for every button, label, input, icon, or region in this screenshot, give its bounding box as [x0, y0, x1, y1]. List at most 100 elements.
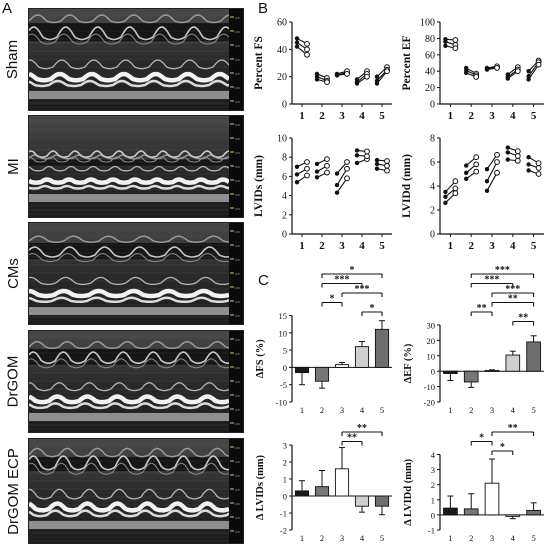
y-axis-label: LVIDs (mm)	[253, 155, 265, 217]
after-point	[324, 156, 330, 163]
before-point	[484, 67, 490, 72]
before-point	[374, 157, 380, 163]
chart-ef-pairs: 0 20 40 60 80 100 Percent EF 1 2 3 4 5	[401, 18, 544, 122]
before-point	[505, 157, 510, 162]
before-point	[526, 162, 531, 167]
y-tick-label: 30	[427, 321, 436, 331]
significance-label: *	[479, 433, 484, 444]
x-tick-label: 1	[300, 405, 304, 415]
echo-image	[28, 330, 244, 433]
x-tick-label: 5	[531, 240, 537, 252]
y-tick-label: -10	[424, 382, 435, 392]
x-tick-label: 5	[531, 405, 535, 415]
after-point	[304, 40, 310, 47]
before-point	[526, 69, 531, 74]
x-tick-label: 2	[319, 240, 325, 252]
x-tick-label: 2	[469, 533, 473, 543]
y-tick-label: 0	[430, 230, 435, 241]
y-tick-label: 0	[283, 492, 287, 502]
echo-label: Sham	[4, 39, 22, 80]
after-point	[384, 167, 390, 174]
after-point	[344, 165, 350, 172]
x-tick-label: 2	[320, 533, 324, 543]
after-point	[494, 169, 500, 176]
bar	[354, 346, 370, 368]
x-tick-label: 1	[299, 240, 305, 252]
significance-label: **	[508, 423, 518, 434]
bar	[526, 509, 541, 516]
bar	[526, 341, 541, 372]
after-point	[384, 158, 390, 164]
after-point	[514, 68, 521, 75]
significance-label: **	[518, 313, 528, 324]
x-tick-label: 2	[468, 240, 474, 252]
x-tick-label: 2	[469, 405, 473, 415]
y-axis-label: LVIDd (mm)	[401, 154, 413, 218]
x-tick-label: 1	[448, 240, 454, 252]
x-tick-label: 3	[339, 110, 345, 122]
after-point	[452, 37, 459, 43]
bar	[374, 328, 390, 368]
y-tick-label: 2	[283, 458, 287, 468]
significance-label: ***	[355, 284, 370, 295]
bar	[374, 495, 390, 507]
x-tick-label: 3	[490, 405, 494, 415]
y-tick-label: -20	[424, 398, 435, 408]
x-tick-label: 5	[380, 405, 384, 415]
echo-panel-cms: CMs	[0, 222, 244, 325]
before-point	[505, 76, 510, 81]
chart-lvidd-pairs: 0 2 4 6 8 LVIDd (mm) 1 2 3 4 5	[401, 134, 544, 252]
bar	[334, 364, 350, 368]
significance-label: **	[347, 433, 357, 444]
y-tick-label: 5	[283, 346, 287, 356]
y-tick-label: 80	[425, 34, 435, 45]
echo-panel-mi: MI	[0, 115, 244, 218]
chart-fs-pairs: 0 20 40 60 Percent FS 1 2 3 4 5	[253, 18, 392, 122]
x-tick-label: 2	[319, 110, 325, 122]
after-point	[304, 172, 310, 179]
before-point	[294, 40, 300, 45]
significance-label: *	[500, 442, 505, 453]
x-tick-label: 3	[489, 240, 495, 252]
y-tick-label: 8	[282, 153, 287, 164]
before-point	[294, 172, 300, 177]
after-point	[494, 65, 500, 71]
after-point	[304, 159, 310, 165]
after-point	[324, 169, 330, 176]
x-tick-label: 1	[448, 110, 454, 122]
after-point	[364, 73, 370, 80]
after-point	[494, 151, 500, 158]
x-tick-label: 3	[489, 110, 495, 122]
before-point	[505, 145, 510, 150]
x-tick-label: 4	[511, 533, 516, 543]
x-tick-label: 4	[360, 533, 365, 543]
after-point	[452, 185, 459, 192]
after-point	[473, 168, 480, 175]
y-tick-label: 0	[282, 100, 287, 111]
y-tick-label: 20	[427, 336, 436, 346]
after-point	[535, 171, 542, 177]
bar	[505, 354, 521, 372]
y-tick-label: -2	[280, 526, 287, 536]
echo-panel-sham: Sham	[0, 8, 244, 111]
after-point	[384, 162, 390, 169]
y-tick-label: 20	[425, 83, 435, 94]
before-point	[374, 74, 380, 79]
echo-label: MI	[4, 158, 22, 175]
after-point	[324, 162, 330, 169]
after-point	[364, 153, 370, 160]
after-point	[344, 159, 350, 165]
before-point	[443, 43, 448, 48]
x-tick-label: 5	[380, 533, 384, 543]
before-point	[334, 182, 340, 188]
before-point	[464, 176, 469, 181]
after-point	[452, 178, 459, 185]
y-tick-label: 4	[431, 450, 436, 460]
pair-line	[336, 178, 348, 194]
x-tick-label: 4	[360, 405, 365, 415]
bar	[443, 507, 458, 516]
panel-letter-c: C	[258, 272, 269, 289]
before-point	[354, 160, 360, 166]
bar	[463, 370, 479, 383]
